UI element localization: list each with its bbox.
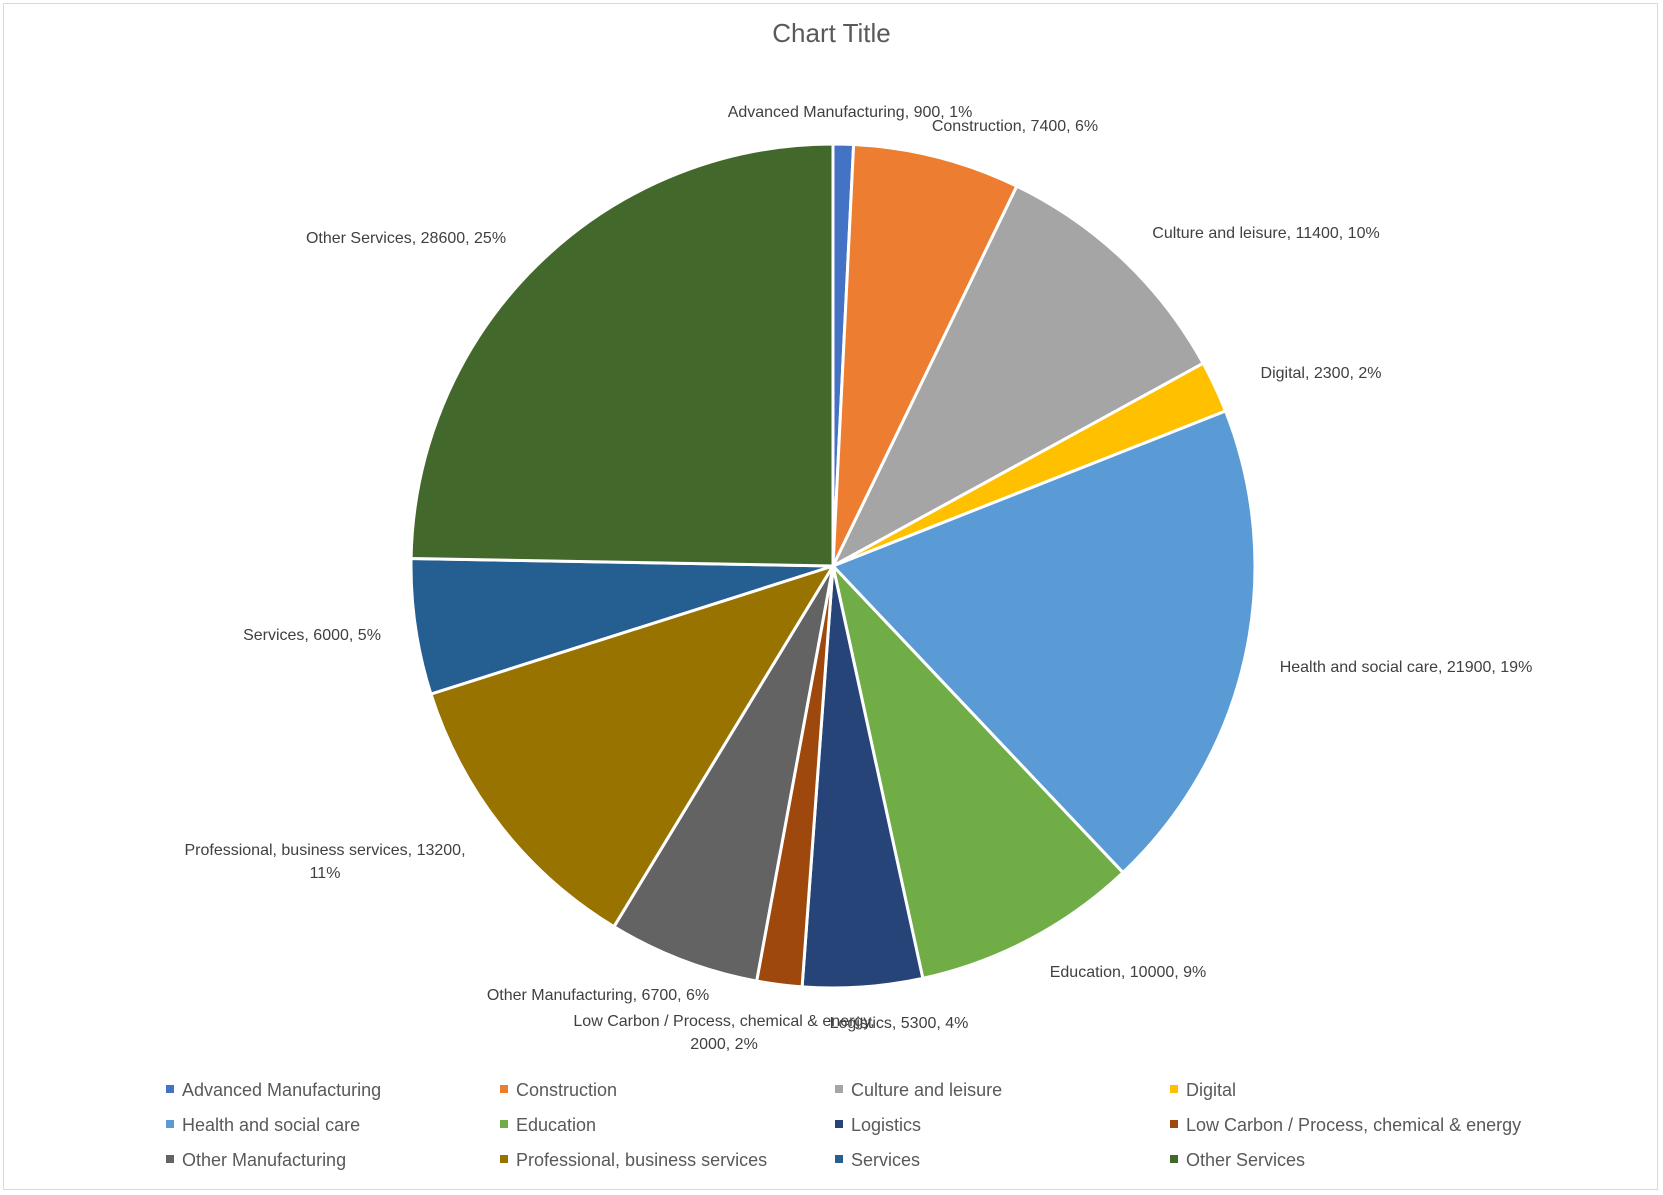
legend-swatch <box>166 1085 174 1094</box>
legend-label: Digital <box>1186 1080 1237 1100</box>
data-label: Low Carbon / Process, chemical & energy,… <box>573 1013 874 1053</box>
data-label: Education, 10000, 9% <box>1050 964 1207 981</box>
legend-swatch <box>500 1120 508 1129</box>
legend-label: Other Services <box>1186 1150 1306 1170</box>
pie-slice-health-and-social-care <box>830 409 1257 875</box>
data-label: Professional, business services, 13200, 1… <box>184 842 465 882</box>
legend-swatch <box>1170 1120 1178 1129</box>
data-label: Other Manufacturing, 6700, 6% <box>487 987 709 1004</box>
chart-title: Chart Title <box>772 18 891 48</box>
legend-label: Health and social care <box>182 1115 361 1135</box>
data-label: Logistics, 5300, 4% <box>830 1015 969 1032</box>
legend-label: Professional, business services <box>516 1150 768 1170</box>
legend-item: Education <box>500 1115 596 1136</box>
legend-item: Digital <box>1170 1080 1236 1101</box>
data-label: Culture and leisure, 11400, 10% <box>1152 225 1379 242</box>
data-label: Digital, 2300, 2% <box>1261 365 1382 382</box>
legend-swatch <box>1170 1085 1178 1094</box>
pie-slice-services <box>409 557 834 696</box>
legend-item: Other Manufacturing <box>166 1150 346 1171</box>
legend-item: Services <box>835 1150 920 1171</box>
data-label: Services, 6000, 5% <box>243 627 381 644</box>
legend-item: Low Carbon / Process, chemical & energy <box>1170 1115 1521 1136</box>
legend-swatch <box>166 1120 174 1129</box>
legend-item: Culture and leisure <box>835 1080 1002 1101</box>
legend-swatch <box>835 1085 843 1094</box>
pie-slice-education <box>830 561 1126 981</box>
legend-item: Other Services <box>1170 1150 1305 1171</box>
legend-item: Professional, business services <box>500 1150 767 1171</box>
pie-slice-other-manufacturing <box>611 565 835 983</box>
legend-label: Construction <box>516 1080 618 1100</box>
legend-label: Culture and leisure <box>851 1080 1003 1100</box>
data-label: Other Services, 28600, 25% <box>306 230 506 247</box>
legend-swatch <box>1170 1155 1178 1164</box>
legend-item: Logistics <box>835 1115 921 1136</box>
legend-item: Advanced Manufacturing <box>166 1080 381 1101</box>
pie-slice-culture-and-leisure <box>829 184 1206 570</box>
legend-label: Services <box>851 1150 921 1170</box>
legend-swatch <box>166 1155 174 1164</box>
legend-swatch <box>500 1085 508 1094</box>
data-label: Advanced Manufacturing, 900, 1% <box>728 104 973 121</box>
data-label: Health and social care, 21900, 19% <box>1280 659 1533 676</box>
data-label: Construction, 7400, 6% <box>932 118 1098 135</box>
legend-label: Low Carbon / Process, chemical & energy <box>1186 1115 1522 1135</box>
pie-slice-other-services <box>409 142 835 568</box>
legend-label: Education <box>516 1115 597 1135</box>
pie-slice-construction <box>831 142 1019 567</box>
legend-item: Construction <box>500 1080 617 1101</box>
legend-label: Advanced Manufacturing <box>182 1080 382 1100</box>
legend-swatch <box>835 1155 843 1164</box>
pie-slice-professional-business-services <box>428 563 837 929</box>
legend-item: Health and social care <box>166 1115 360 1136</box>
legend-label: Other Manufacturing <box>182 1150 347 1170</box>
legend-swatch <box>835 1120 843 1129</box>
legend-label: Logistics <box>851 1115 922 1135</box>
legend-swatch <box>500 1155 508 1164</box>
